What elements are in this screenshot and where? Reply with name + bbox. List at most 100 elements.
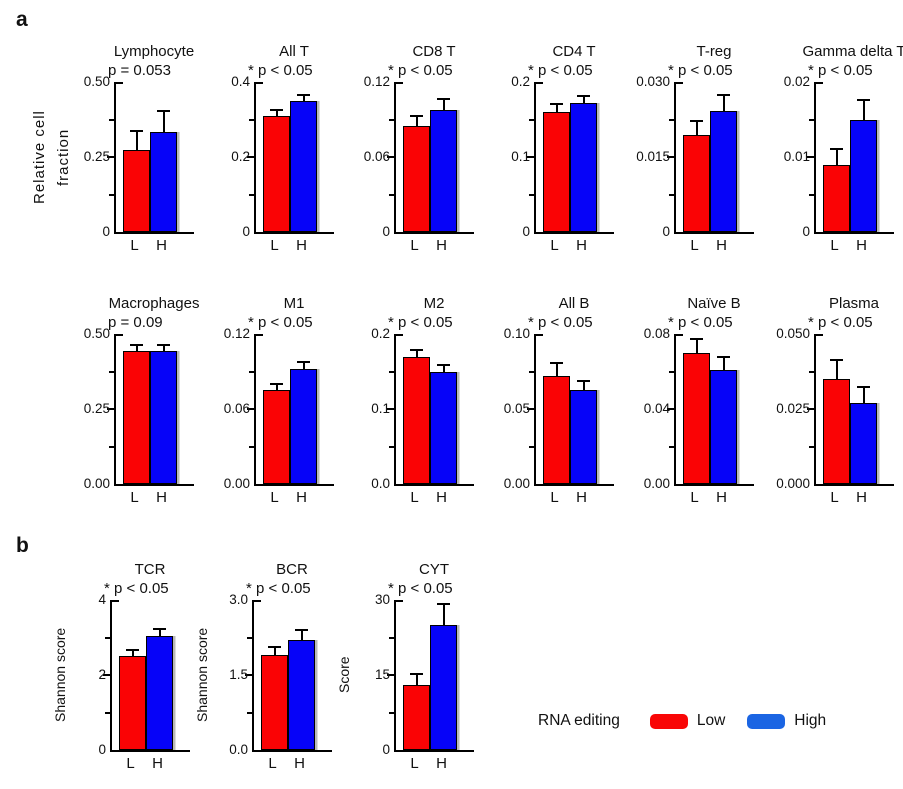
chart-body: 0.12 0.06 0 [354,74,474,239]
y-tick-label: 0.06 [223,401,250,416]
bar-low [543,376,570,484]
axis-top-hook [674,82,683,84]
bar-low [119,656,146,750]
y-tick-label: 0.02 [783,74,810,89]
x-tick-label-h: H [576,237,587,254]
rna-editing-legend: RNA editing Low High [538,712,848,730]
plot-area: 0.4 0.2 0 [231,74,334,239]
y-tick-label: 0.50 [83,74,110,89]
y-tick [669,118,674,121]
y-tick [247,408,254,410]
error-bar-cap-high [857,98,870,101]
p-value-label: * p < 0.05 [246,580,311,597]
chart-all-t: All T * p < 0.05 0.4 0.2 0 L H [214,42,334,254]
bar-low [683,134,710,232]
panel-a-row-1: Relative cell fraction Lymphocyte p = 0.0… [28,42,903,254]
plot-area: 0.12 0.06 0 [364,74,474,239]
y-tick [105,636,110,639]
y-tick-label: 0 [242,224,250,239]
plot-area: 0.2 0.1 0 [511,74,614,239]
y-tick-label: 0 [382,224,390,239]
p-value-label: * p < 0.05 [248,314,313,331]
error-bar-high [302,96,305,101]
chart-title: M2 [423,295,445,312]
x-tick-label-l: L [550,237,559,254]
chart-body: Shannon score 3.0 1.5 0.0 [194,592,332,757]
bar-low [403,125,430,232]
error-bar-cap-high [437,363,450,366]
chart-cd4-t: CD4 T * p < 0.05 0.2 0.1 0 L H [494,42,614,254]
bar-high [290,369,317,484]
y-tick-label: 0.05 [503,401,530,416]
bar-high [430,371,457,484]
bar-low [263,390,290,484]
plot-area: 0.2 0.1 0.0 [371,326,474,491]
error-bar-cap-low [130,344,143,346]
axis-top-hook [814,334,823,336]
bar-high [288,640,315,750]
y-tick-label: 4 [98,592,106,607]
y-tick-label: 0.030 [636,74,670,89]
bar-low [403,356,430,484]
y-tick [669,445,674,448]
y-tick [807,156,814,158]
error-bar-high [722,358,725,370]
p-value-label: * p < 0.05 [388,62,453,79]
chart-body: 0.2 0.1 0 [494,74,614,239]
chart-title: M1 [283,295,305,312]
y-tick-label: 0.08 [643,326,670,341]
axis-top-hook [394,82,403,84]
error-bar-cap-high [577,380,590,382]
axis-top-hook [394,334,403,336]
axis-top-hook [110,600,119,602]
x-tick-label-h: H [294,755,305,772]
chart-body: 0.02 0.01 0 [774,74,894,239]
panel-a-row-2: Macrophages p = 0.09 0.50 0.25 0.00 L H M1 * p … [74,294,903,506]
error-bar-cap-high [577,95,590,97]
x-tick-label-l: L [270,237,279,254]
error-bar-cap-low [268,645,281,648]
x-tick-label-l: L [270,489,279,506]
error-bar-cap-high [717,93,730,96]
chart-title: CD8 T [412,43,456,60]
y-tick [107,156,114,158]
chart-title: Macrophages [108,295,200,312]
p-value-label: * p < 0.05 [668,62,733,79]
chart-gamma-delta-t: Gamma delta T * p < 0.05 0.02 0.01 0 L H [774,42,903,254]
chart-body: 0.050 0.025 0.000 [774,326,894,491]
error-bar-cap-high [437,97,450,100]
axis-top-hook [114,82,123,84]
chart-cyt: CYT * p < 0.05 Score 30 15 0 L H [336,560,474,772]
chart-lymphocyte: Lymphocyte p = 0.053 0.50 0.25 0 L H [74,42,194,254]
error-bar-cap-low [830,147,843,150]
legend-swatch-high [747,713,786,729]
chart-title: Naïve B [687,295,741,312]
y-tick-label: 0.00 [83,476,110,491]
y-tick-label: 0.10 [503,326,530,341]
plot-area: 0.12 0.06 0.00 [224,326,334,491]
error-bar-high [162,112,165,132]
y-tick [387,674,394,676]
chart-plasma: Plasma * p < 0.05 0.050 0.025 0.000 L H [774,294,894,506]
y-tick [667,156,674,158]
error-bar-low [695,339,698,353]
x-tick-label-l: L [830,489,839,506]
panel-b-label: b [16,534,29,557]
error-bar-cap-high [857,386,870,388]
error-bar-low [135,346,138,351]
axis-top-hook [254,82,263,84]
y-tick-label: 0.2 [231,149,250,164]
chart-body: Shannon score 4 2 0 [52,592,190,757]
error-bar-cap-high [297,360,310,363]
chart-body: Score 30 15 0 [336,592,474,757]
y-tick-label: 0.025 [776,401,810,416]
p-value-label: * p < 0.05 [808,314,873,331]
y-tick-label: 0.1 [511,149,530,164]
axis-top-hook [814,82,823,84]
